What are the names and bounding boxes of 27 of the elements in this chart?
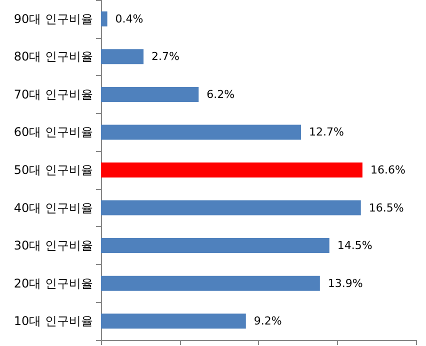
bar [101, 200, 361, 216]
data-label: 13.9% [328, 276, 363, 290]
data-label: 2.7% [152, 50, 180, 64]
bar [101, 49, 144, 64]
data-label: 16.5% [368, 201, 404, 214]
y-tick-label: 10대 인구비율 [14, 314, 93, 328]
y-tick-label: 80대 인구비율 [14, 50, 93, 64]
bar [101, 162, 362, 178]
bar [101, 314, 246, 329]
y-tick-label: 40대 인구비율 [14, 200, 93, 215]
y-tick-label: 20대 인구비율 [14, 276, 93, 290]
bar [101, 11, 108, 26]
y-tick-label: 70대 인구비율 [14, 87, 93, 102]
y-tick-label: 30대 인구비율 [14, 238, 93, 253]
data-label: 9.2% [254, 314, 282, 328]
y-tick-label: 90대 인구비율 [14, 12, 93, 26]
y-tick-label: 60대 인구비율 [14, 125, 93, 140]
bar [101, 86, 199, 102]
bar [101, 238, 330, 254]
bar [101, 276, 320, 291]
y-tick-label: 50대 인구비율 [14, 163, 93, 177]
data-label: 12.7% [309, 126, 344, 139]
data-label: 16.6% [370, 164, 406, 176]
bar [101, 124, 302, 140]
data-label: 6.2% [206, 88, 235, 101]
data-label: 14.5% [337, 239, 372, 252]
data-label: 0.4% [115, 12, 144, 26]
